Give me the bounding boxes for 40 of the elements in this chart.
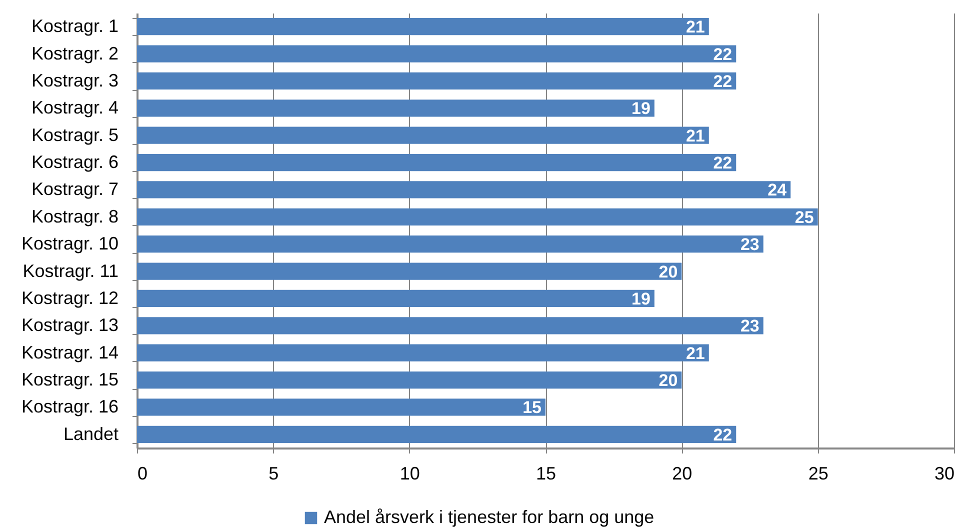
y-tick-label: Kostragr. 1 — [31, 16, 118, 36]
x-tick-label: 0 — [138, 464, 148, 484]
legend-label: Andel årsverk i tjenester for barn og unge — [324, 507, 654, 527]
data-label: 21 — [686, 18, 705, 37]
data-label: 20 — [658, 262, 678, 282]
y-tick-label: Landet — [63, 424, 118, 444]
x-tick-label: 15 — [536, 464, 556, 484]
data-label: 22 — [713, 72, 732, 91]
data-label: 23 — [740, 316, 760, 336]
x-tick-label: 10 — [400, 464, 420, 484]
data-label: 19 — [632, 99, 650, 118]
data-label: 20 — [658, 371, 678, 390]
data-label: 23 — [740, 235, 760, 254]
y-tick-label: Kostragr. 13 — [21, 315, 118, 336]
y-tick-label: Kostragr. 14 — [21, 342, 118, 362]
data-label: 15 — [522, 398, 542, 418]
y-tick-label: Kostragr. 6 — [31, 152, 118, 172]
y-tick-label: Kostragr. 15 — [21, 370, 118, 390]
y-tick-label: Kostragr. 16 — [21, 396, 118, 417]
y-tick-label: Kostragr. 7 — [31, 179, 118, 200]
y-tick-label: Kostragr. 2 — [31, 43, 118, 64]
data-label: 19 — [632, 289, 650, 308]
x-tick-label: 20 — [672, 464, 692, 484]
data-label: 21 — [686, 126, 705, 146]
data-label: 21 — [686, 344, 705, 363]
x-tick-label: 30 — [934, 464, 954, 484]
y-tick-label: Kostragr. 8 — [31, 206, 118, 226]
data-label: 22 — [713, 154, 732, 173]
data-label: 24 — [768, 180, 788, 200]
y-tick-label: Kostragr. 11 — [22, 260, 118, 281]
y-tick-label: Kostragr. 10 — [21, 234, 118, 254]
x-tick-label: 5 — [268, 464, 279, 484]
y-tick-label: Kostragr. 3 — [31, 70, 118, 90]
y-tick-label: Kostragr. 4 — [31, 98, 118, 118]
data-label: 25 — [794, 208, 814, 227]
data-label: 22 — [713, 425, 732, 444]
y-tick-label: Kostragr. 12 — [21, 288, 118, 308]
x-tick-label: 25 — [808, 464, 828, 484]
data-label: 22 — [713, 44, 732, 64]
y-tick-label: Kostragr. 5 — [31, 124, 118, 145]
